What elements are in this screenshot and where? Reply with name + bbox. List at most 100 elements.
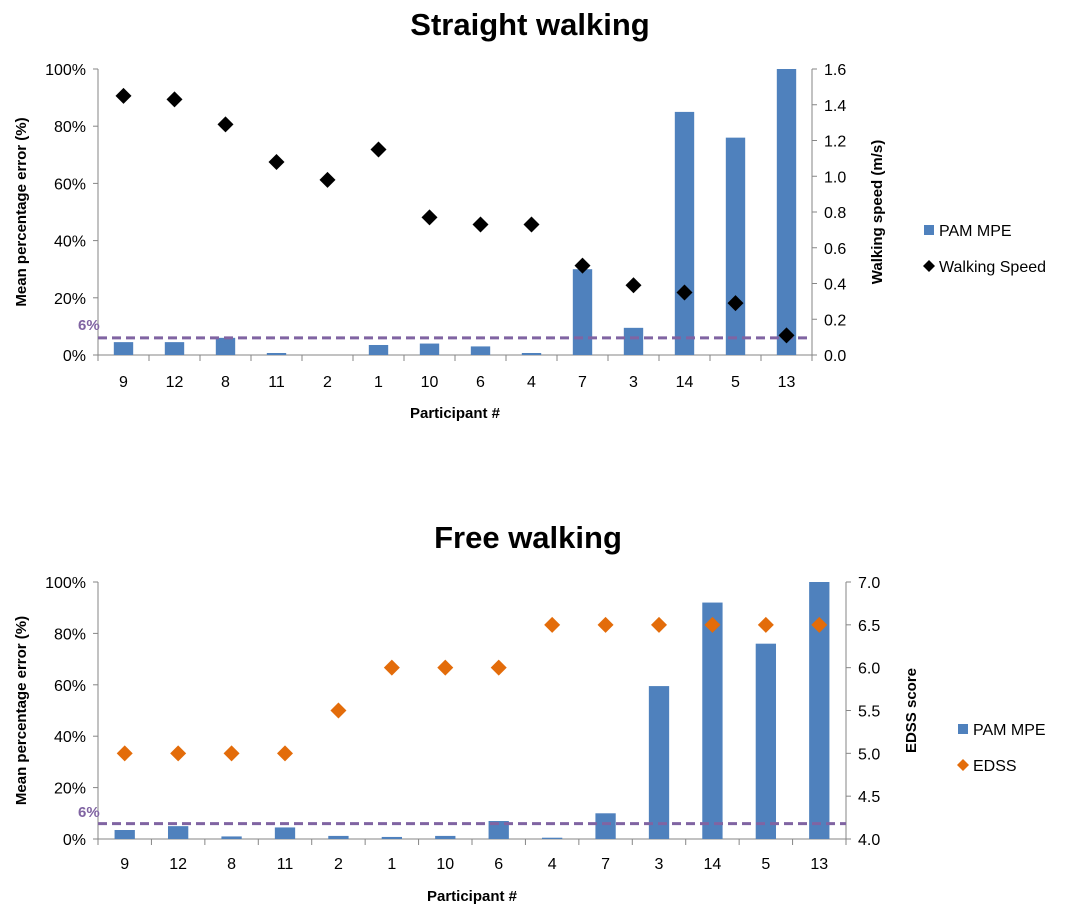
point-edss: [490, 659, 507, 676]
x-tick-label: 2: [323, 374, 332, 391]
legend: PAM MPE Walking Speed: [923, 223, 1046, 276]
right-tick-label: 1.0: [824, 169, 846, 186]
bar-pam-mpe: [648, 686, 670, 839]
point-edss: [116, 745, 133, 762]
x-tick-label: 3: [655, 856, 664, 873]
bar-pam-mpe: [521, 352, 542, 355]
right-tick-label: 4.5: [858, 789, 880, 806]
right-tick-label: 4.0: [858, 832, 880, 849]
bar-pam-mpe: [419, 343, 440, 355]
legend-label-pam-mpe: PAM MPE: [973, 722, 1046, 739]
bar-pam-mpe: [809, 582, 830, 839]
legend-swatch-pam-mpe: [958, 724, 968, 734]
right-tick-label: 6.0: [858, 661, 880, 678]
bar-pam-mpe: [623, 327, 644, 355]
x-axis-title: Participant #: [427, 888, 518, 905]
x-tick-label: 1: [387, 856, 396, 873]
chart-straight-walking: Straight walking 0% 20% 40% 60% 80% 100% 0.0 0.2…: [13, 7, 1046, 422]
bar-pam-mpe: [274, 827, 296, 839]
x-tick-label: 6: [494, 856, 503, 873]
bar-pam-mpe: [381, 836, 403, 839]
bar-pam-mpe: [221, 836, 242, 839]
bar-pam-mpe: [541, 837, 563, 839]
point-edss: [277, 745, 293, 762]
legend-label-edss: EDSS: [973, 758, 1017, 775]
right-tick-label: 6.5: [858, 618, 880, 635]
point-walking-speed: [115, 87, 132, 104]
x-tick-label: 3: [629, 374, 638, 391]
x-tick-label: 7: [578, 374, 587, 391]
bar-pam-mpe: [368, 344, 389, 355]
point-edss: [330, 702, 347, 719]
bar-pam-mpe: [435, 835, 456, 839]
point-walking-speed: [217, 116, 234, 133]
x-tick-label: 11: [277, 856, 294, 873]
x-tick-label: 14: [704, 856, 722, 873]
bar-pam-mpe: [488, 821, 509, 839]
bar-pam-mpe: [470, 346, 491, 355]
x-tick-label: 4: [527, 374, 536, 391]
x-tick-label: 12: [166, 374, 184, 391]
right-tick-label: 0.4: [824, 277, 846, 294]
x-tick-label: 4: [548, 856, 557, 873]
left-tick-label: 100%: [45, 575, 86, 592]
y2-axis-title: EDSS score: [903, 668, 920, 753]
left-tick-label: 20%: [54, 781, 86, 798]
x-tick-label: 11: [268, 374, 285, 391]
y-axis-title: Mean percentage error (%): [13, 117, 30, 306]
point-edss: [170, 745, 187, 762]
point-edss: [757, 616, 774, 633]
bar-pam-mpe: [674, 111, 695, 356]
reference-line-label: 6%: [78, 317, 100, 334]
legend-swatch-walking-speed: [923, 260, 935, 272]
point-edss: [597, 616, 614, 633]
legend-swatch-pam-mpe: [924, 225, 934, 235]
bar-pam-mpe: [755, 643, 777, 839]
x-tick-label: 1: [374, 374, 383, 391]
bar-pam-mpe: [114, 830, 135, 839]
bar-pam-mpe: [167, 826, 189, 839]
bar-pam-mpe: [702, 602, 723, 839]
point-walking-speed: [166, 91, 183, 108]
right-tick-label: 0.6: [824, 241, 846, 258]
point-walking-speed: [319, 171, 336, 188]
x-tick-label: 8: [227, 856, 236, 873]
bar-pam-mpe: [328, 835, 349, 839]
left-tick-label: 40%: [54, 234, 86, 251]
right-tick-label: 5.5: [858, 704, 880, 721]
right-tick-label: 5.0: [858, 746, 880, 763]
x-tick-label: 5: [731, 374, 740, 391]
reference-line-label: 6%: [78, 804, 100, 821]
point-walking-speed: [268, 153, 285, 170]
bar-pam-mpe: [113, 342, 134, 355]
left-tick-label: 80%: [54, 119, 86, 136]
x-tick-label: 7: [601, 856, 610, 873]
left-tick-label: 100%: [45, 62, 86, 79]
bar-pam-mpe: [725, 137, 746, 355]
point-walking-speed: [523, 216, 540, 233]
x-tick-label: 9: [119, 374, 128, 391]
bar-pam-mpe: [776, 69, 797, 355]
right-tick-label: 1.2: [824, 134, 846, 151]
legend: PAM MPE EDSS: [957, 722, 1046, 775]
legend-swatch-edss: [957, 759, 969, 771]
x-tick-label: 2: [334, 856, 343, 873]
x-tick-label: 13: [778, 374, 796, 391]
x-axis-title: Participant #: [410, 405, 501, 422]
bar-pam-mpe: [266, 352, 287, 355]
point-walking-speed: [472, 216, 489, 233]
x-tick-label: 6: [476, 374, 485, 391]
point-edss: [383, 659, 400, 676]
bar-pam-mpe: [164, 342, 185, 355]
point-walking-speed: [574, 257, 591, 274]
point-edss: [651, 616, 667, 633]
chart-free-walking: Free walking 0% 20% 40% 60% 80% 100% 4.0 4.5 5.0 5…: [13, 520, 1046, 905]
point-edss: [437, 659, 454, 676]
point-walking-speed: [778, 327, 795, 344]
point-walking-speed: [370, 141, 387, 158]
right-tick-label: 1.6: [824, 62, 846, 79]
left-tick-label: 60%: [54, 176, 86, 193]
point-edss: [811, 616, 828, 633]
chart-title: Straight walking: [410, 7, 649, 42]
